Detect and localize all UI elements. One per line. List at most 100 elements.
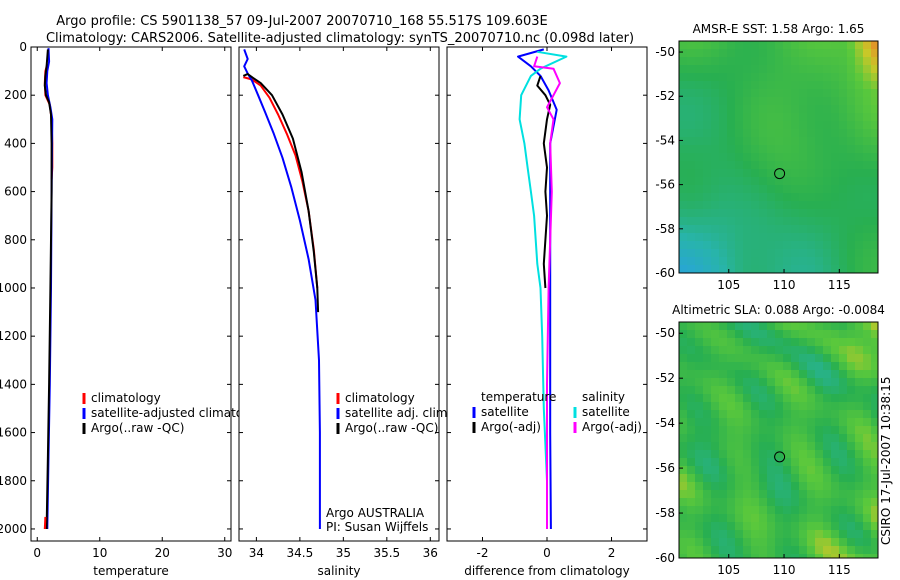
sla_map-cell: [751, 394, 759, 402]
sla_map-cell: [695, 354, 703, 362]
sst_map-cell: [799, 169, 807, 177]
sst_map-cell: [743, 81, 751, 89]
sla_map-cell: [711, 394, 719, 402]
sla_map-cell: [719, 354, 727, 362]
sla_map-cell: [855, 450, 863, 458]
sla_map-cell: [711, 338, 719, 346]
sla_map-ytick-label: -52: [655, 371, 675, 385]
sst_map-cell: [783, 49, 791, 57]
sla_map-cell: [799, 482, 807, 490]
sla_map-cell: [783, 394, 791, 402]
sst_map-cell: [735, 145, 743, 153]
sst_map-cell: [871, 113, 878, 121]
sla_map-cell: [751, 466, 759, 474]
sla_map-cell: [847, 442, 855, 450]
sla_map-cell: [791, 418, 799, 426]
sla_map-cell: [759, 394, 767, 402]
sla_map-cell: [863, 330, 871, 338]
sst_map-cell: [863, 97, 871, 105]
sla_map-cell: [831, 346, 839, 354]
sst_map-cell: [719, 201, 727, 209]
sla_map-cell: [791, 370, 799, 378]
sla_map-cell: [751, 498, 759, 506]
sla_map-cell: [743, 554, 751, 558]
sst_map-cell: [823, 97, 831, 105]
sst_map-cell: [815, 73, 823, 81]
sla_map-cell: [855, 330, 863, 338]
sst_map-cell: [679, 193, 687, 201]
sst_map-cell: [863, 265, 871, 273]
sla_map-cell: [783, 418, 791, 426]
sla_map-cell: [871, 442, 878, 450]
sst_map-cell: [703, 89, 711, 97]
sla_map-cell: [767, 394, 775, 402]
sst_map-cell: [831, 65, 839, 73]
sla_map-cell: [687, 386, 695, 394]
sla_map-cell: [703, 506, 711, 514]
sla_map-cell: [807, 362, 815, 370]
sst_map-cell: [815, 233, 823, 241]
sla_map-cell: [855, 346, 863, 354]
sst_map-cell: [783, 97, 791, 105]
sst_map-cell: [791, 73, 799, 81]
sst_map-cell: [855, 209, 863, 217]
sst_map-cell: [831, 169, 839, 177]
sst_map-cell: [679, 257, 687, 265]
sst_map-cell: [767, 257, 775, 265]
sst_map-cell: [799, 201, 807, 209]
difference-legend-temp-satellite-label: satellite: [481, 405, 529, 419]
sst_map-cell: [711, 97, 719, 105]
sst_map-cell: [807, 41, 815, 49]
sla_map-cell: [783, 338, 791, 346]
sla_map-cell: [847, 354, 855, 362]
sst_map-cell: [727, 49, 735, 57]
sst_map-cell: [743, 41, 751, 49]
sla_map-cell: [863, 402, 871, 410]
sst_map-cell: [847, 257, 855, 265]
sst_map-cell: [839, 185, 847, 193]
sla_map-cell: [775, 546, 783, 554]
sst_map-cell: [703, 225, 711, 233]
sla_map-cell: [783, 434, 791, 442]
sla_map-cell: [847, 554, 855, 558]
sla_map-cell: [719, 410, 727, 418]
sst_map-cell: [751, 201, 759, 209]
sst_map-cell: [823, 161, 831, 169]
sst_map-cell: [703, 241, 711, 249]
sst_map-cell: [831, 177, 839, 185]
sst_map-cell: [703, 233, 711, 241]
sst_map-cell: [863, 41, 871, 49]
sst_map-cell: [791, 145, 799, 153]
sst_map-cell: [703, 49, 711, 57]
sla_map-cell: [847, 546, 855, 554]
sla_map-cell: [695, 362, 703, 370]
sst_map-cell: [799, 225, 807, 233]
sla_map-cell: [799, 370, 807, 378]
sst_map-cell: [703, 41, 711, 49]
sla_map-cell: [727, 402, 735, 410]
salinity-xlabel: salinity: [317, 564, 360, 578]
sla_map-cell: [711, 554, 719, 558]
sla_map-cell: [687, 434, 695, 442]
sla_map-cell: [695, 338, 703, 346]
sst_map-cell: [839, 145, 847, 153]
sst_map-cell: [871, 161, 878, 169]
sla_map-cell: [855, 530, 863, 538]
sla_map-cell: [743, 354, 751, 362]
sla_map-cell: [679, 410, 687, 418]
sla_map-cell: [751, 354, 759, 362]
sla_map-cell: [807, 394, 815, 402]
sla_map-cell: [807, 410, 815, 418]
sst_map-cell: [751, 65, 759, 73]
sst_map-cell: [759, 209, 767, 217]
sla_map-cell: [791, 394, 799, 402]
sla_map-cell: [807, 458, 815, 466]
sst_map-cell: [799, 185, 807, 193]
sst_map-cell: [743, 137, 751, 145]
sst_map-cell: [855, 185, 863, 193]
sst_map-cell: [719, 169, 727, 177]
sla_map-cell: [695, 514, 703, 522]
sst_map-cell: [719, 57, 727, 65]
sla_map-cell: [687, 370, 695, 378]
sla_map-cell: [783, 546, 791, 554]
